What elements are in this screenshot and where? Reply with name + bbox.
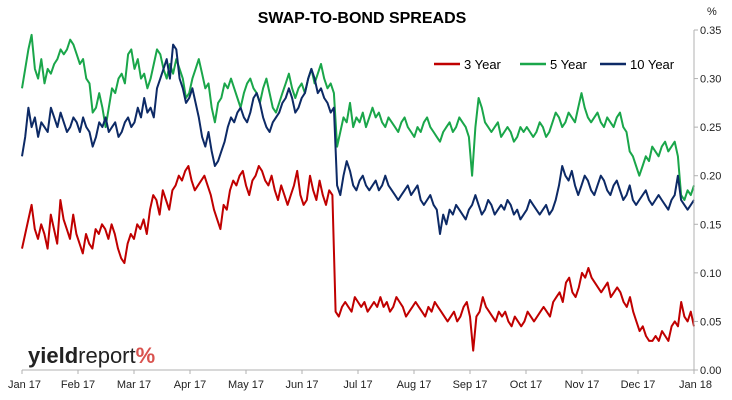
- x-tick-label: May 17: [228, 379, 264, 391]
- series-line-10-year: [21, 43, 695, 235]
- x-tick-label: Nov 17: [565, 379, 600, 391]
- svg-text:yieldreport%: yieldreport%: [28, 343, 155, 368]
- logo-text-percent: %: [136, 343, 156, 368]
- x-tick-label: Jul 17: [343, 379, 372, 391]
- x-tick-label: Oct 17: [510, 379, 542, 391]
- legend-label-3-year: 3 Year: [464, 57, 502, 72]
- y-tick-label: 0.20: [700, 171, 721, 183]
- x-tick-label: Sep 17: [453, 379, 488, 391]
- legend-label-10-year: 10 Year: [630, 57, 675, 72]
- y-unit-label: %: [707, 6, 717, 18]
- y-tick-label: 0.30: [700, 74, 721, 86]
- y-tick-label: 0.35: [700, 25, 721, 37]
- yieldreport-logo: yieldreport%: [28, 343, 155, 368]
- x-tick-label: Aug 17: [397, 379, 432, 391]
- x-tick-label: Feb 17: [61, 379, 95, 391]
- x-tick-label: Dec 17: [621, 379, 656, 391]
- chart-title: SWAP-TO-BOND SPREADS: [258, 10, 467, 27]
- x-tick-label: Jun 17: [285, 379, 318, 391]
- y-axis-ticks: 0.00 0.05 0.10 0.15 0.20 0.25 0.30 0.35: [694, 25, 721, 377]
- series-line-5-year: [21, 33, 695, 201]
- x-tick-label: Apr 17: [174, 379, 206, 391]
- logo-text-report: report: [78, 343, 135, 368]
- x-axis-ticks: Jan 17 Feb 17 Mar 17 Apr 17 May 17 Jun 17 Jul …: [8, 370, 712, 391]
- legend: 3 Year 5 Year 10 Year: [434, 57, 675, 72]
- y-tick-label: 0.00: [700, 365, 721, 377]
- x-tick-label: Mar 17: [117, 379, 151, 391]
- x-tick-label: Jan 17: [8, 379, 41, 391]
- y-tick-label: 0.15: [700, 219, 721, 231]
- series-line-3-year: [21, 165, 695, 352]
- y-tick-label: 0.25: [700, 122, 721, 134]
- series-lines: [21, 33, 695, 352]
- logo-text-yield: yield: [28, 343, 78, 368]
- x-tick-label: Jan 18: [679, 379, 712, 391]
- y-tick-label: 0.05: [700, 316, 721, 328]
- legend-label-5-year: 5 Year: [550, 57, 588, 72]
- y-tick-label: 0.10: [700, 268, 721, 280]
